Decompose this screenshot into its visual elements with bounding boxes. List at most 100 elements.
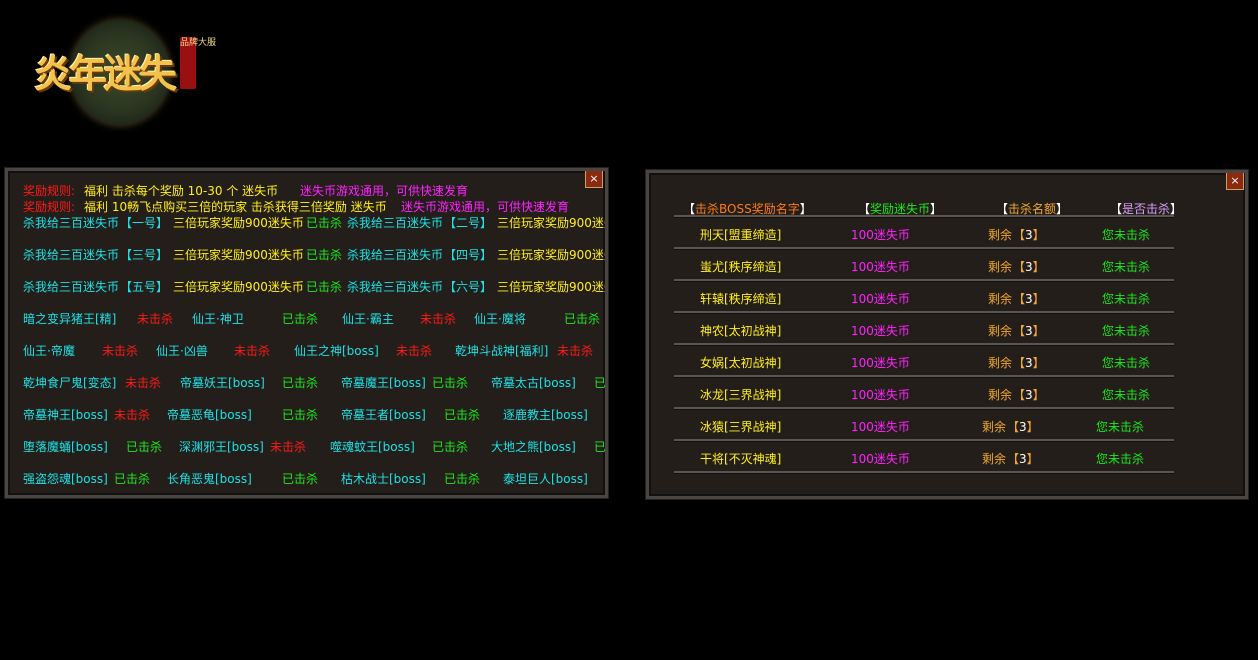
count-value: 3 xyxy=(1025,292,1033,306)
special-boss-tag: 【二号】 xyxy=(444,216,493,230)
remaining-label: 剩余 xyxy=(988,292,1013,306)
boss-name: 深渊邪王[boss] xyxy=(179,440,264,454)
special-reward: 三倍玩家奖励900迷失币 xyxy=(497,216,605,230)
kill-status: 已击杀 xyxy=(444,408,481,422)
boss-name: 仙王·神卫 xyxy=(192,312,244,326)
kill-status: 您未击杀 xyxy=(1102,324,1151,338)
count-value: 3 xyxy=(1025,324,1033,338)
remaining-count: 【3】 xyxy=(1013,260,1045,274)
kill-status: 已击杀 xyxy=(432,440,469,454)
row-divider xyxy=(674,471,1174,474)
boss-name: 帝墓王者[boss] xyxy=(341,408,426,422)
special-boss-name: 杀我给三百迷失币 xyxy=(23,248,120,262)
row-divider xyxy=(674,279,1174,282)
kill-status: 未击杀 xyxy=(125,376,162,390)
kill-status: 您未击杀 xyxy=(1102,260,1151,274)
boss-name: 仙王之神[boss] xyxy=(294,344,379,358)
reward-amount: 100迷失币 xyxy=(851,292,910,306)
remaining-label: 剩余 xyxy=(982,420,1007,434)
kill-status: 未击杀 xyxy=(234,344,271,358)
kill-status: 已击杀 xyxy=(282,408,319,422)
close-button[interactable]: × xyxy=(585,171,603,188)
kill-status: 已击杀 xyxy=(114,472,151,486)
remaining-count: 【3】 xyxy=(1013,292,1045,306)
kill-status: 您未击杀 xyxy=(1102,388,1151,402)
rule-text: 福利 击杀每个奖励 10-30 个 迷失币 xyxy=(84,184,279,198)
kill-status: 已击杀 xyxy=(594,376,607,390)
boss-name: 帝墓魔王[boss] xyxy=(341,376,426,390)
special-boss-tag: 【三号】 xyxy=(120,248,169,262)
rule-note: 迷失币游戏通用，可供快速发育 xyxy=(300,184,469,198)
special-boss-tag: 【四号】 xyxy=(444,248,493,262)
kill-status: 已击杀 xyxy=(306,280,343,294)
column-header: 【是否击杀】 xyxy=(1110,202,1183,216)
boss-name: 刑天[盟重缔造] xyxy=(700,228,782,242)
boss-name: 女娲[太初战神] xyxy=(700,356,782,370)
special-reward: 三倍玩家奖励900迷失币 xyxy=(497,280,605,294)
remaining-count: 【3】 xyxy=(1007,452,1039,466)
boss-name: 乾坤斗战神[福利] xyxy=(455,344,549,358)
special-boss-name: 杀我给三百迷失币 xyxy=(23,216,120,230)
boss-name: 枯木战士[boss] xyxy=(341,472,426,486)
column-header-label: 奖励迷失币 xyxy=(870,202,931,216)
boss-name: 仙王·魔将 xyxy=(474,312,526,326)
kill-status: 您未击杀 xyxy=(1102,292,1151,306)
remaining-label: 剩余 xyxy=(988,324,1013,338)
boss-name: 逐鹿教主[boss] xyxy=(503,408,588,422)
remaining-count: 【3】 xyxy=(1007,420,1039,434)
kill-status: 未击杀 xyxy=(114,408,151,422)
rule-label: 奖励规则: xyxy=(23,200,76,214)
logo-emblem xyxy=(70,20,170,125)
special-boss-name: 杀我给三百迷失币 xyxy=(23,280,120,294)
special-boss-tag: 【五号】 xyxy=(120,280,169,294)
remaining-label: 剩余 xyxy=(988,260,1013,274)
boss-name: 帝墓妖王[boss] xyxy=(180,376,265,390)
kill-status: 未击杀 xyxy=(137,312,174,326)
special-reward: 三倍玩家奖励900迷失币 xyxy=(497,248,605,262)
remaining-label: 剩余 xyxy=(988,356,1013,370)
remaining-count: 【3】 xyxy=(1013,388,1045,402)
close-button[interactable]: × xyxy=(1226,173,1244,190)
boss-name: 暗之变异猪王[精] xyxy=(23,312,117,326)
boss-name: 帝墓太古[boss] xyxy=(491,376,576,390)
column-header-label: 击杀名额 xyxy=(1008,202,1057,216)
column-header: 【击杀名额】 xyxy=(996,202,1069,216)
column-header-label: 是否击杀 xyxy=(1122,202,1171,216)
special-boss-tag: 【六号】 xyxy=(444,280,493,294)
count-value: 3 xyxy=(1025,388,1033,402)
boss-name: 冰龙[三界战神] xyxy=(700,388,782,402)
boss-name: 帝墓恶龟[boss] xyxy=(167,408,252,422)
remaining-label: 剩余 xyxy=(982,452,1007,466)
boss-name: 轩辕[秩序缔造] xyxy=(700,292,782,306)
remaining-label: 剩余 xyxy=(988,388,1013,402)
kill-status: 您未击杀 xyxy=(1102,228,1151,242)
boss-name: 仙王·凶兽 xyxy=(156,344,208,358)
row-divider xyxy=(674,311,1174,314)
remaining-count: 【3】 xyxy=(1013,228,1045,242)
special-boss-tag: 【一号】 xyxy=(120,216,169,230)
column-header: 【击杀BOSS奖励名字】 xyxy=(683,202,812,216)
special-boss-name: 杀我给三百迷失币 xyxy=(347,280,444,294)
boss-name: 帝墓神王[boss] xyxy=(23,408,108,422)
row-divider xyxy=(674,215,1174,218)
boss-name: 蚩尤[秩序缔造] xyxy=(700,260,782,274)
count-value: 3 xyxy=(1019,452,1027,466)
kill-status: 已击杀 xyxy=(444,472,481,486)
boss-name: 干将[不灭神魂] xyxy=(700,452,782,466)
rule-label: 奖励规则: xyxy=(23,184,76,198)
kill-status: 已击杀 xyxy=(282,312,319,326)
kill-status: 已击杀 xyxy=(306,216,343,230)
kill-status: 您未击杀 xyxy=(1096,452,1145,466)
kill-status: 已击杀 xyxy=(282,472,319,486)
logo-seal: 品牌大服 xyxy=(180,37,216,89)
kill-status: 已击杀 xyxy=(126,440,163,454)
reward-amount: 100迷失币 xyxy=(851,420,910,434)
kill-status: 您未击杀 xyxy=(1102,356,1151,370)
row-divider xyxy=(674,247,1174,250)
special-boss-name: 杀我给三百迷失币 xyxy=(347,216,444,230)
rule-text: 福利 10畅飞点购买三倍的玩家 击杀获得三倍奖励 迷失币 xyxy=(84,200,387,214)
remaining-count: 【3】 xyxy=(1013,356,1045,370)
reward-amount: 100迷失币 xyxy=(851,324,910,338)
kill-status: 您未击杀 xyxy=(1096,420,1145,434)
reward-amount: 100迷失币 xyxy=(851,228,910,242)
